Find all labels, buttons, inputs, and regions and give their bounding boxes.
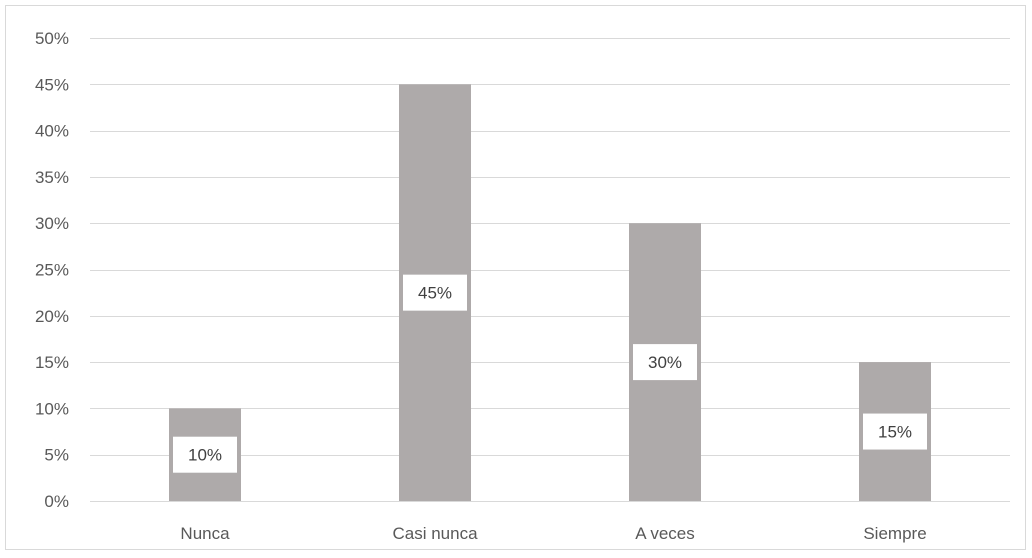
y-tick-label: 25% — [35, 261, 69, 280]
data-label: 15% — [863, 413, 927, 450]
y-tick-label: 45% — [35, 75, 69, 94]
data-label-box — [633, 344, 697, 381]
x-axis-tick-labels: Nunca Casi nunca A veces Siempre — [180, 524, 926, 543]
data-labels: 10% 45% 30% 15% — [173, 274, 927, 473]
bars — [169, 84, 931, 502]
y-tick-label: 20% — [35, 307, 69, 326]
y-tick-label: 5% — [44, 446, 69, 465]
x-tick-label: Siempre — [863, 524, 926, 543]
y-axis-tick-labels: 0% 5% 10% 15% 20% 25% 30% 35% 40% 45% 50% — [35, 29, 69, 511]
y-tick-label: 40% — [35, 122, 69, 141]
y-tick-label: 50% — [35, 29, 69, 48]
y-tick-label: 15% — [35, 353, 69, 372]
data-label-box — [403, 274, 467, 311]
x-tick-label: Casi nunca — [392, 524, 478, 543]
y-tick-label: 30% — [35, 214, 69, 233]
data-label: 10% — [173, 436, 237, 473]
data-label-box — [173, 436, 237, 473]
y-tick-label: 0% — [44, 492, 69, 511]
data-label-text: 30% — [648, 353, 682, 372]
data-label-text: 10% — [188, 446, 222, 465]
y-tick-label: 35% — [35, 168, 69, 187]
data-label: 30% — [633, 344, 697, 381]
y-tick-label: 10% — [35, 399, 69, 418]
data-label-box — [863, 413, 927, 450]
gridlines — [90, 38, 1010, 502]
x-tick-label: A veces — [635, 524, 695, 543]
data-label-text: 15% — [878, 423, 912, 442]
x-tick-label: Nunca — [180, 524, 230, 543]
data-label-text: 45% — [418, 284, 452, 303]
data-label: 45% — [403, 274, 467, 311]
